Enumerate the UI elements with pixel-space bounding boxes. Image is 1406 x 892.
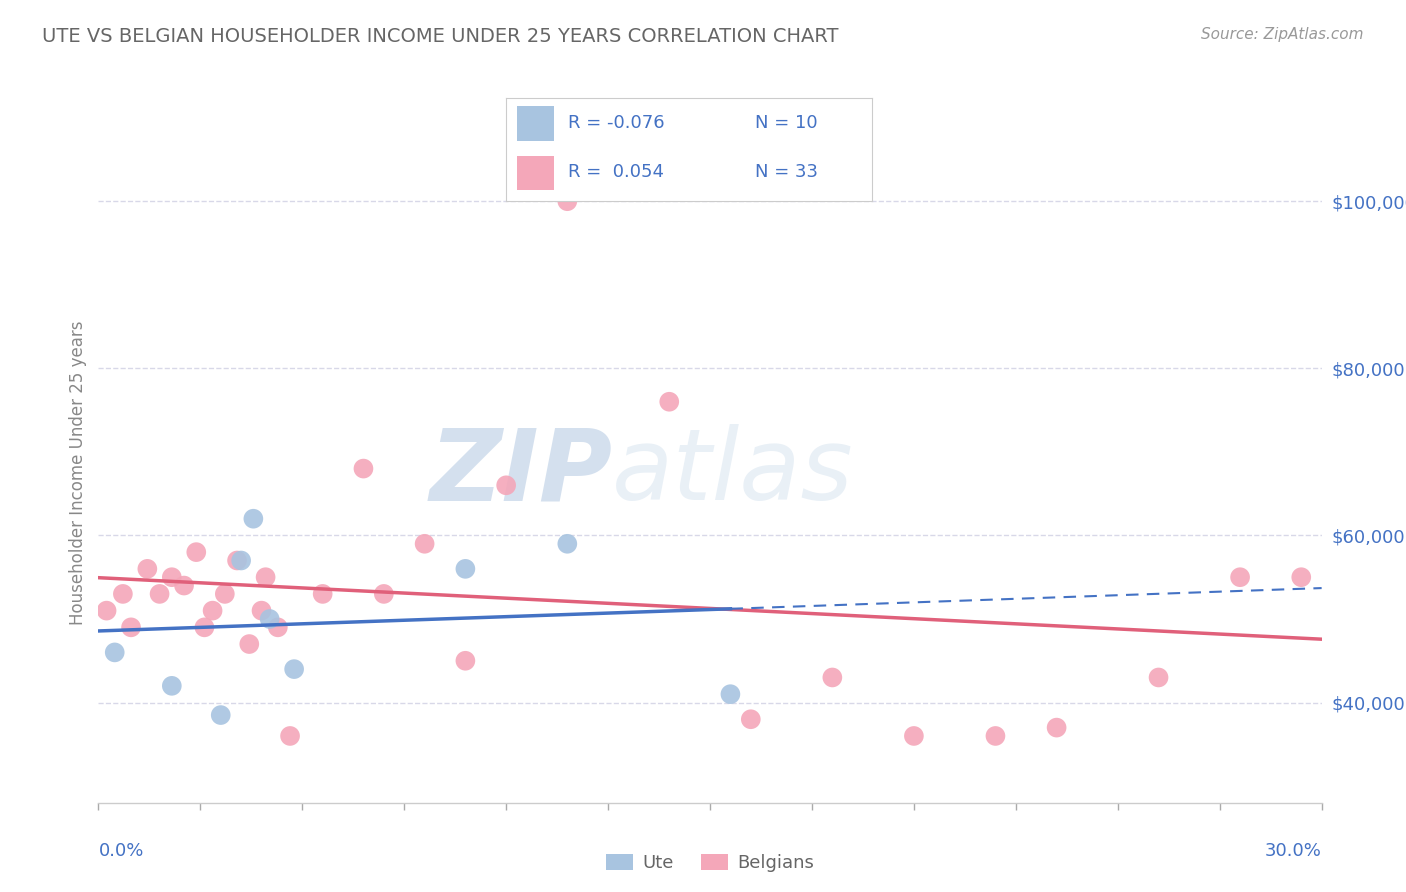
Legend: Ute, Belgians: Ute, Belgians (599, 847, 821, 880)
Point (984, 729, 1007, 743)
Point (214, 587, 236, 601)
Y-axis label: Householder Income Under 25 years: Householder Income Under 25 years (69, 320, 87, 625)
Point (555, 194, 579, 209)
Point (160, 679, 183, 693)
Point (111, 587, 134, 601)
Point (352, 461, 374, 475)
Point (413, 537, 436, 551)
Point (267, 620, 290, 634)
Point (1229, 570, 1251, 584)
Text: UTE VS BELGIAN HOUSEHOLDER INCOME UNDER 25 YEARS CORRELATION CHART: UTE VS BELGIAN HOUSEHOLDER INCOME UNDER … (42, 27, 839, 45)
Text: ZIP: ZIP (429, 425, 612, 521)
Point (136, 562, 159, 576)
Text: N = 33: N = 33 (755, 163, 818, 181)
Text: 0.0%: 0.0% (98, 842, 143, 861)
Point (259, 612, 281, 626)
Point (238, 637, 260, 651)
Point (454, 562, 477, 576)
Point (1045, 721, 1069, 735)
Point (96, 604, 118, 618)
Text: R = -0.076: R = -0.076 (568, 114, 665, 132)
Point (193, 620, 215, 634)
Point (160, 570, 183, 584)
Point (283, 662, 305, 676)
Point (740, 712, 762, 726)
Point (312, 587, 335, 601)
Point (718, 687, 742, 701)
Bar (517, 155, 554, 190)
Point (454, 654, 477, 668)
Text: Source: ZipAtlas.com: Source: ZipAtlas.com (1201, 27, 1364, 42)
Text: R =  0.054: R = 0.054 (568, 163, 664, 181)
Text: atlas: atlas (612, 425, 853, 521)
Point (209, 708, 232, 723)
Point (186, 545, 208, 559)
Point (254, 570, 277, 584)
Point (495, 478, 517, 492)
Point (250, 604, 273, 618)
Point (242, 512, 264, 526)
Point (373, 587, 395, 601)
Point (173, 578, 195, 592)
Point (201, 604, 224, 618)
Point (226, 553, 249, 567)
Point (104, 645, 127, 659)
Point (149, 587, 172, 601)
Point (231, 553, 253, 567)
Text: N = 10: N = 10 (755, 114, 817, 132)
Point (1147, 670, 1170, 684)
Point (555, 537, 579, 551)
Point (821, 670, 844, 684)
Point (278, 729, 301, 743)
Point (120, 620, 142, 634)
Bar (517, 106, 554, 141)
Point (658, 394, 681, 409)
Point (903, 729, 925, 743)
Point (1291, 570, 1313, 584)
Text: 30.0%: 30.0% (1265, 842, 1322, 861)
